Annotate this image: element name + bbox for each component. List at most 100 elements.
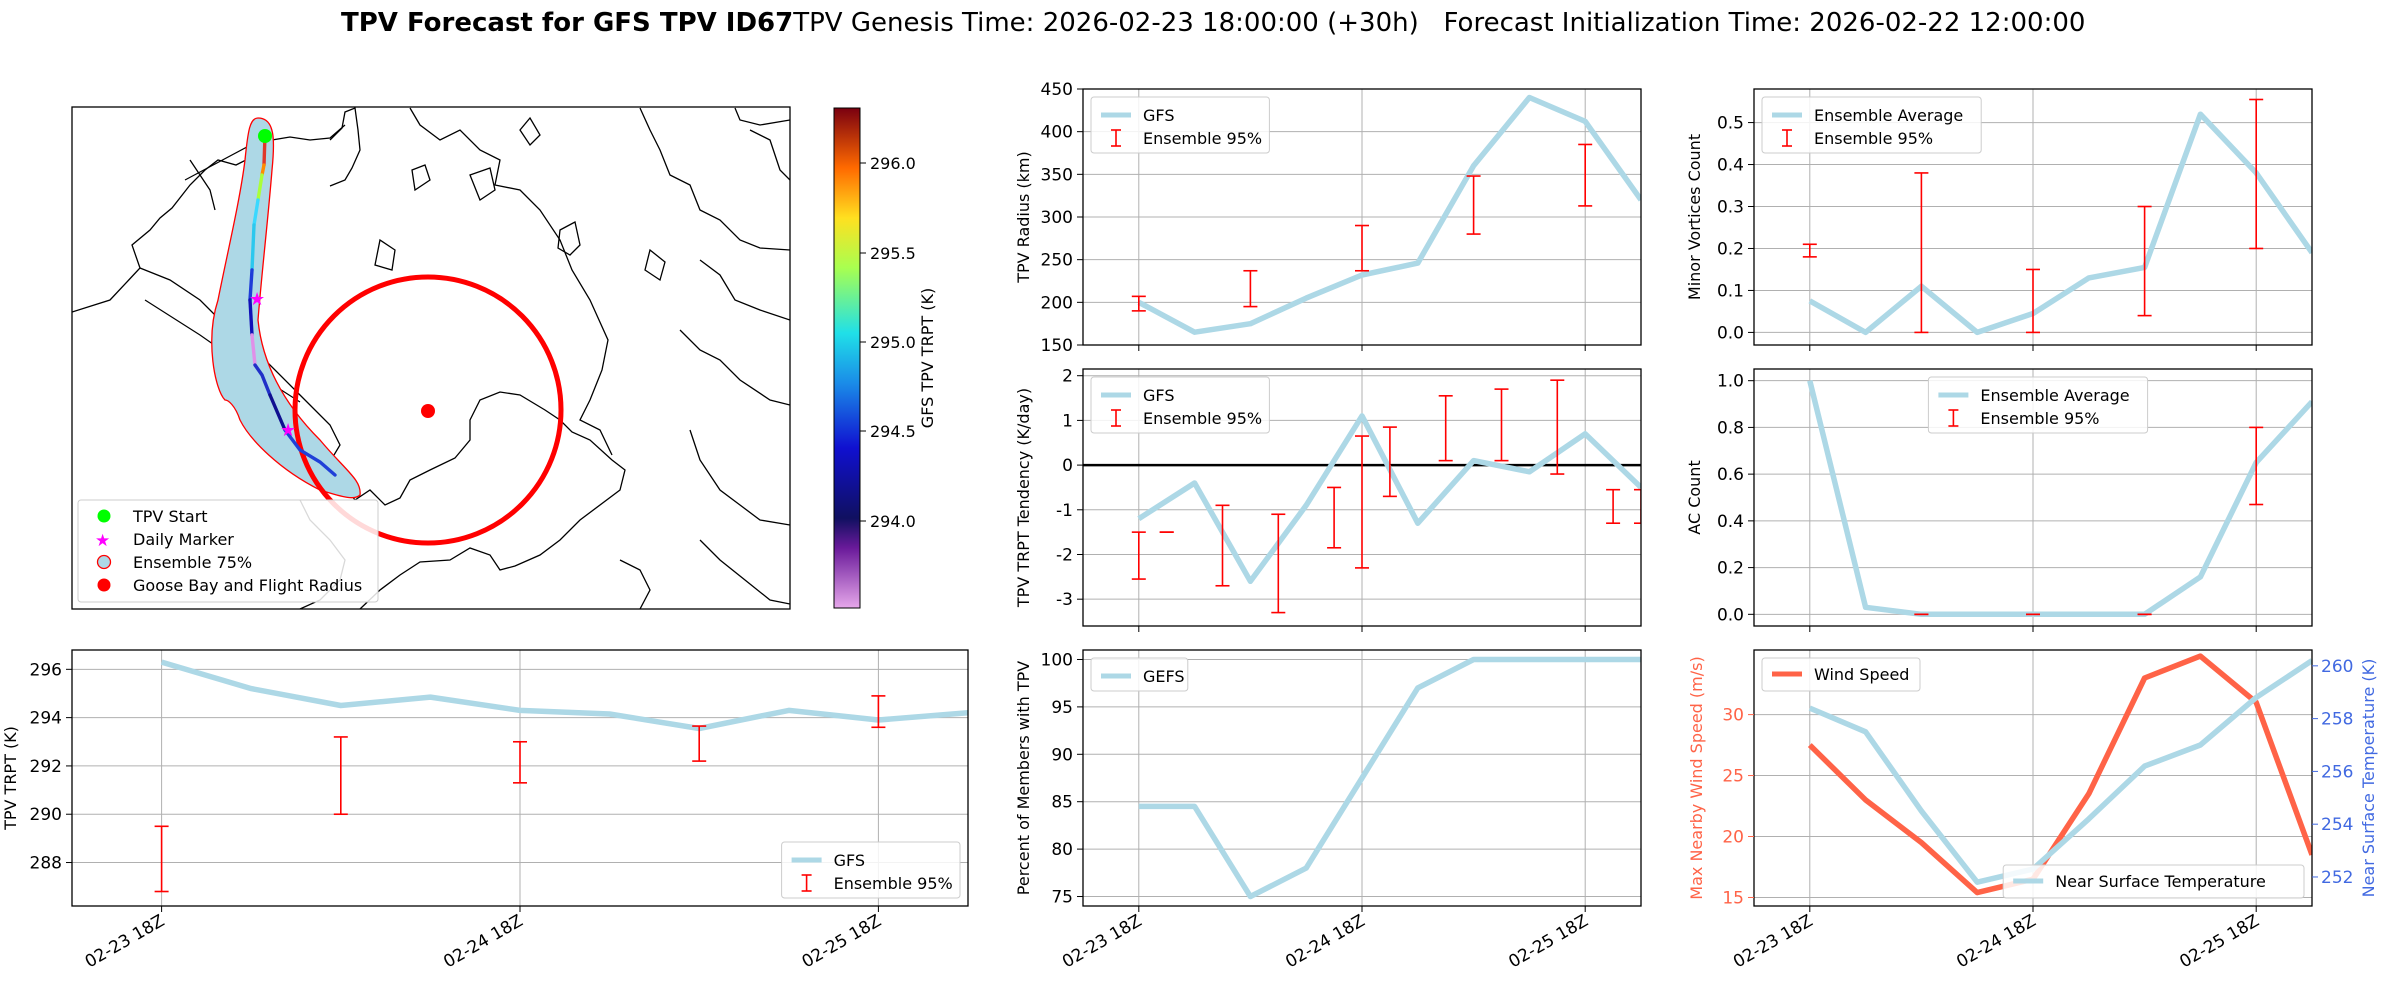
percent-ytick-label: 80 [1051, 840, 1073, 860]
legend-ensemble-icon [96, 554, 112, 570]
tendency-legend-label: GFS [1143, 386, 1174, 405]
tendency-errorbar [1271, 513, 1286, 614]
radius-ytick-label: 450 [1041, 80, 1073, 100]
minor-chart: 0.0 0.1 0.2 0.3 0.4 0.5 Minor Vortices Count En… [1685, 88, 2313, 351]
wind-ytick-label: 25 [1722, 767, 1744, 787]
legend-tpv-start-icon [97, 509, 111, 523]
goose-bay-flight-radius [292, 274, 564, 546]
map-features: ★ ★ [77, 117, 564, 603]
radius-chart: 150 200 250 300 350 400 450 TPV Radius (km) GFS E… [1014, 80, 1642, 356]
ac-ytick-label: 0.8 [1717, 418, 1744, 438]
wind-series-wind-speed [1807, 653, 2312, 896]
legend-daily-marker: Daily Marker [133, 530, 234, 549]
legend-ensemble: Ensemble 75% [133, 553, 252, 572]
tendency-ytick-label: -3 [1056, 590, 1073, 610]
minor-legend: Ensemble Average Ensemble 95% [1761, 96, 1982, 154]
wind-ylabel: Max Nearby Wind Speed (m/s) [1687, 656, 1706, 899]
wind-y2tick-label: 252 [2321, 868, 2353, 888]
radius-legend-label: GFS [1143, 106, 1174, 125]
wind-xtick-label: 02-24 18Z [1953, 911, 2039, 972]
minor-errorbar [2137, 205, 2152, 317]
tendency-ytick-label: 1 [1062, 411, 1073, 431]
trpt-errorbar [333, 736, 348, 816]
wind-y2tick-label: 260 [2321, 657, 2353, 677]
tendency-errorbar [1438, 395, 1453, 462]
ac-ytick-label: 0.2 [1717, 559, 1744, 579]
radius-errorbar [1131, 295, 1146, 312]
map-panel: ★ ★ TPV Start ★ Daily Marker Ensemble 75… [71, 106, 937, 610]
ac-errorbar [2249, 426, 2264, 506]
trpt-ytick-label: 290 [30, 805, 62, 825]
radius-ytick-label: 200 [1041, 293, 1073, 313]
trpt-ytick-label: 292 [30, 757, 62, 777]
minor-errorbar [1802, 243, 1817, 258]
minor-errorbar [2249, 98, 2264, 250]
tendency-errorbar [1355, 435, 1369, 569]
tendency-ytick-label: 2 [1062, 367, 1073, 387]
percent-xtick-label: 02-23 18Z [1059, 911, 1145, 972]
trpt-errorbar [513, 740, 527, 784]
percent-series-gefs [1138, 656, 1641, 900]
minor-legend-label: Ensemble Average [1814, 106, 1963, 125]
legend-tpv-start: TPV Start [132, 507, 208, 526]
minor-legend-label: Ensemble 95% [1814, 129, 1933, 148]
ac-ytick-label: 1.0 [1717, 372, 1744, 392]
trpt-series-gfs [160, 659, 968, 732]
percent-legend: GEFS [1090, 657, 1189, 692]
wind-ytick-label: 30 [1722, 706, 1744, 726]
ac-ytick-label: 0.6 [1717, 465, 1744, 485]
radius-ytick-label: 350 [1041, 165, 1073, 185]
trpt-ylabel: TPV TRPT (K) [1, 726, 20, 831]
tendency-errorbar [1606, 488, 1621, 525]
trpt-legend: GFS Ensemble 95% [781, 841, 961, 899]
radius-errorbar [1355, 224, 1369, 272]
figure-title: TPV Forecast for GFS TPV ID67TPV Genesis… [341, 8, 2085, 38]
trpt-errorbar [154, 825, 169, 893]
minor-ytick-label: 0.1 [1717, 281, 1744, 301]
cb-tick-1: 295.5 [870, 244, 916, 263]
radius-ylabel: TPV Radius (km) [1014, 151, 1033, 284]
daily-marker-2: ★ [280, 420, 296, 441]
title-rest: TPV Genesis Time: 2026-02-23 18:00:00 (+… [792, 8, 2085, 38]
tendency-errorbar [1382, 426, 1397, 498]
minor-ylabel: Minor Vortices Count [1685, 134, 1704, 300]
trpt-errorbar [871, 695, 886, 729]
trpt-ytick-label: 296 [30, 660, 62, 680]
trpt-ytick-label: 288 [30, 854, 62, 874]
minor-errorbar [2026, 268, 2040, 334]
tendency-errorbar [1215, 504, 1230, 587]
radius-ytick-label: 250 [1041, 251, 1073, 271]
wind-chart: 15 20 25 30 252 254 256 258 260 Near Surface Temp… [1687, 649, 2378, 972]
tendency-errorbar [1550, 379, 1565, 475]
trpt-chart: 288 290 292 294 296 02-23 18Z 02-24 18Z 02-25 1… [1, 649, 969, 972]
percent-ylabel: Percent of Members with TPV [1014, 661, 1033, 895]
tendency-errorbar [1131, 531, 1146, 580]
trpt-legend-label: Ensemble 95% [834, 874, 953, 893]
ac-chart: 0.0 0.2 0.4 0.6 0.8 1.0 AC Count Ensemble Avera… [1685, 368, 2313, 632]
wind-legend-label: Near Surface Temperature [2055, 872, 2266, 891]
tendency-chart: -3 -2 -1 0 1 2 TPV TRPT Tendency (K/day) GFS Ens… [1014, 367, 1642, 632]
ac-ytick-label: 0.4 [1717, 512, 1744, 532]
colorbar-label: GFS TPV TRPT (K) [918, 288, 937, 428]
percent-ytick-label: 95 [1051, 698, 1073, 718]
cb-tick-3: 294.5 [870, 422, 916, 441]
radius-ytick-label: 400 [1041, 123, 1073, 143]
percent-ytick-label: 85 [1051, 793, 1073, 813]
trpt-legend-label: GFS [834, 851, 865, 870]
tendency-legend-label: Ensemble 95% [1143, 409, 1262, 428]
tpv-track [248, 133, 337, 477]
title-bold: TPV Forecast for GFS TPV ID67 [341, 8, 793, 38]
wind-legend-right: Near Surface Temperature [2002, 864, 2305, 899]
legend-goose-bay: Goose Bay and Flight Radius [133, 576, 362, 595]
trpt-xtick-label: 02-23 18Z [82, 911, 168, 972]
tendency-errorbar [1327, 486, 1342, 549]
daily-marker-1: ★ [249, 289, 265, 310]
ac-series-ensemble-average [1807, 380, 2312, 618]
percent-ytick-label: 100 [1041, 650, 1073, 670]
radius-errorbar [1243, 269, 1258, 308]
wind-y2tick-label: 256 [2321, 762, 2353, 782]
percent-xtick-label: 02-25 18Z [1505, 911, 1591, 972]
radius-legend-label: Ensemble 95% [1143, 129, 1262, 148]
colorbar-ticks: 296.0 295.5 295.0 294.5 294.0 [860, 154, 916, 531]
